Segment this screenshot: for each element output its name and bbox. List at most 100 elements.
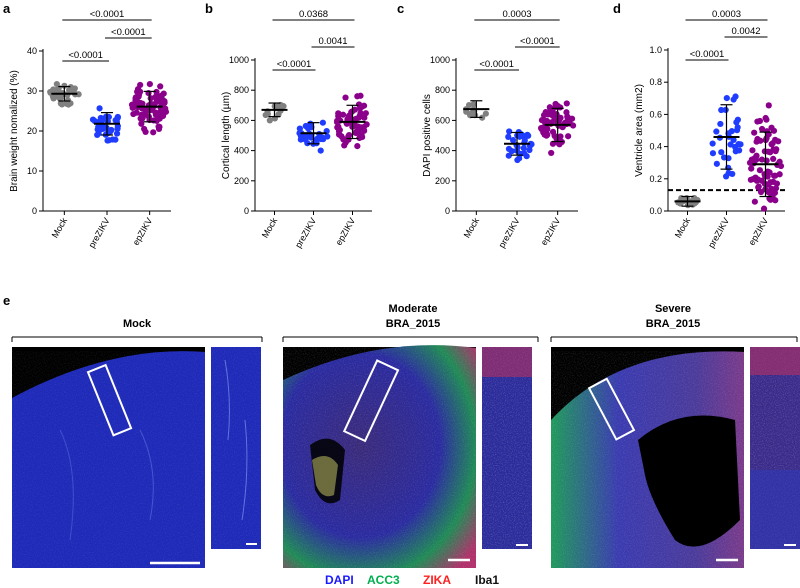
legend-dapi: DAPI [325,573,354,587]
data-point [317,147,324,154]
p-value-label: <0.0001 [90,9,125,20]
x-tick-label-epZIKV: epZIKV [747,216,771,247]
severe-image [551,347,744,568]
data-point [758,156,766,163]
data-point [505,133,512,140]
data-point [354,143,361,150]
panel-e: e Mock Moderate BRA_2015 Severe BRA_2015 [3,293,800,587]
data-point [96,105,103,112]
data-point [342,94,349,101]
x-tick-label-epZIKV: epZIKV [334,216,358,247]
data-point [317,135,325,143]
data-point [520,145,527,152]
data-point [548,111,555,119]
data-point [720,154,728,161]
data-point [761,180,768,187]
data-point [767,179,774,186]
data-point [67,84,74,91]
data-point [691,194,698,202]
y-tick-label: 0.0 [649,206,662,216]
data-point [735,140,742,148]
data-point [354,127,361,135]
data-point [548,119,555,126]
data-point [142,128,149,135]
legend-zika: ZIKA [423,573,451,587]
data-point [757,137,764,144]
data-point [160,106,167,114]
p-value-label: 0.0003 [502,9,531,20]
data-point [769,140,776,147]
data-point [112,117,119,124]
data-point [509,137,517,144]
y-tick-label: 30 [27,86,37,96]
y-axis-label: Ventricle area (mm2) [634,84,645,177]
group-title-mock: Mock [123,318,152,330]
y-axis-label: Cortical length (µm) [221,92,232,179]
data-point [709,150,717,157]
data-point [139,114,146,121]
data-point [713,160,720,167]
data-point [467,110,474,117]
data-point [751,155,758,162]
data-point [769,193,776,200]
y-tick-label: 20 [27,126,37,136]
y-tick-label: 800 [435,85,450,95]
panel-letter-a: a [3,1,11,16]
data-point [565,133,572,140]
x-tick-label-preZIKV: preZIKV [497,216,522,250]
data-point [345,131,353,139]
data-point [307,120,314,127]
data-point [755,184,762,191]
data-point [749,147,756,154]
data-point [758,125,766,133]
data-point [540,112,548,119]
data-point [763,116,770,123]
data-point [722,173,730,180]
data-point [770,127,778,134]
data-point [767,149,774,156]
data-point [775,138,782,145]
data-point [730,136,737,144]
data-point [766,169,773,176]
x-tick-label-Mock: Mock [462,216,482,240]
y-tick-label: 0.8 [649,77,662,87]
x-tick-label-preZIKV: preZIKV [87,216,112,250]
data-point [149,106,156,113]
data-point [113,130,121,137]
data-point [138,120,145,127]
x-tick-label-epZIKV: epZIKV [131,216,155,247]
y-tick-label: 0 [32,206,37,216]
data-point [97,126,105,133]
data-point [354,93,361,100]
data-point [56,95,63,102]
data-point [713,128,720,135]
moderate-image [283,345,476,568]
data-point [137,99,144,107]
data-point [773,146,780,153]
x-tick-label-epZIKV: epZIKV [539,216,563,247]
data-point [709,140,716,147]
data-point [360,123,368,131]
data-point [153,117,160,124]
y-tick-label: 1000 [229,55,249,65]
data-point [776,171,783,178]
data-point [729,170,736,178]
mock-inset [211,347,261,549]
data-point [57,100,64,107]
data-point [160,97,167,105]
chart-c: c 0 200 400 600 800 1000 DAPI positive cells Moc… [397,1,578,250]
moderate-inset [482,347,532,549]
panel-letter-d: d [613,1,621,16]
y-tick-label: 40 [27,46,37,56]
chart-b: b 0 200 400 600 800 1000 Cortical length (µm) Mo… [205,1,372,250]
y-tick-label: 600 [234,115,249,125]
chart-a: a 0 10 20 30 40 Brain weight nomalized (%) Mock… [3,1,171,250]
y-tick-label: 1000 [430,55,450,65]
data-point [526,146,533,154]
data-point [528,141,535,148]
data-point [145,113,153,120]
group-title-severe: Severe [655,303,691,315]
data-point [141,106,149,113]
data-point [751,198,758,205]
